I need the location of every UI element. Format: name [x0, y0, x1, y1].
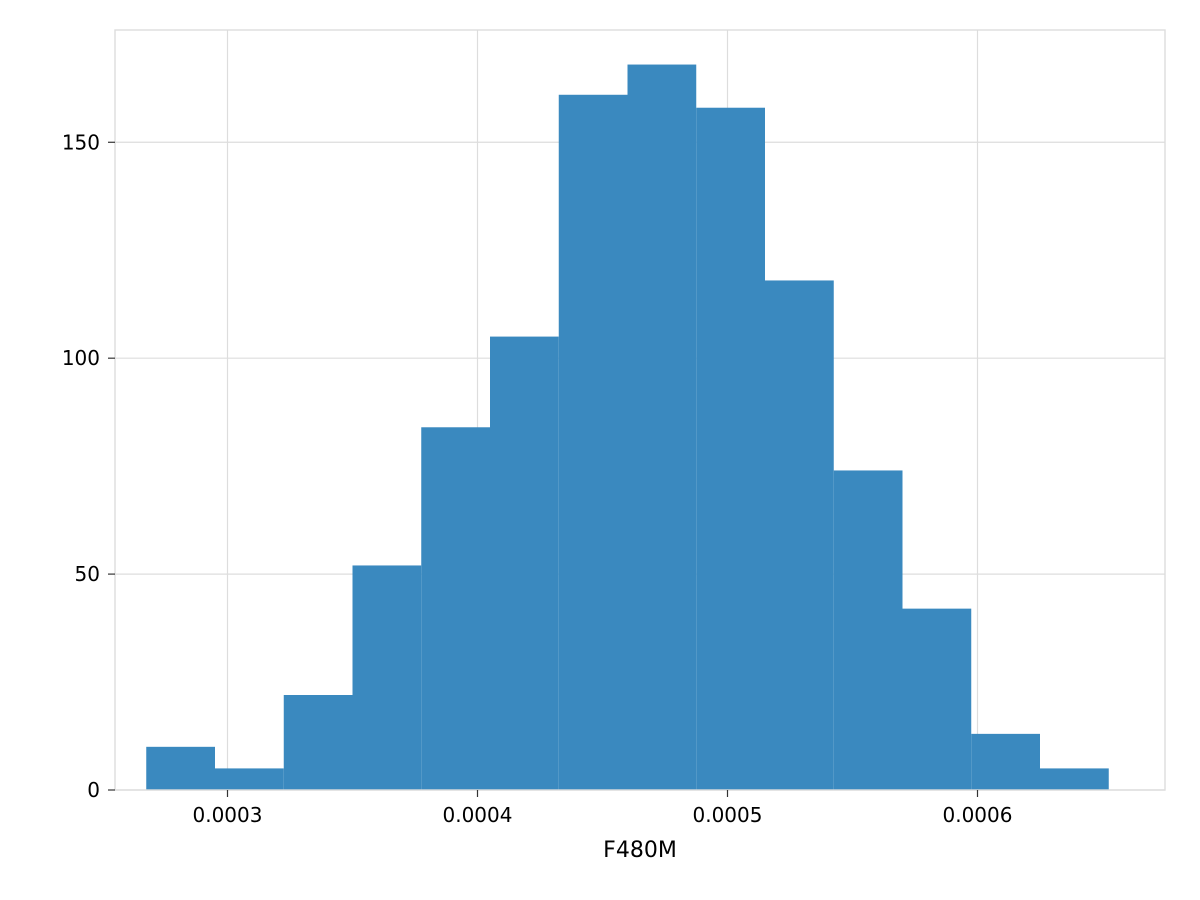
histogram-bar: [146, 747, 215, 790]
x-tick-label: 0.0004: [443, 803, 513, 827]
histogram-bar: [696, 108, 765, 790]
x-tick-label: 0.0006: [943, 803, 1013, 827]
histogram-bar: [903, 609, 972, 790]
x-tick-label: 0.0005: [693, 803, 763, 827]
histogram-bar: [559, 95, 628, 790]
histogram-bar: [490, 337, 559, 790]
y-tick-label: 100: [62, 346, 100, 370]
histogram-bar: [971, 734, 1040, 790]
histogram-bar: [353, 565, 422, 790]
histogram-bar: [834, 470, 903, 790]
histogram-bar: [1040, 768, 1109, 790]
histogram-bar: [765, 280, 834, 790]
y-tick-label: 150: [62, 130, 100, 154]
y-tick-label: 0: [87, 778, 100, 802]
histogram-bar: [215, 768, 284, 790]
x-axis-label: F480M: [603, 838, 677, 863]
histogram-bar: [421, 427, 490, 790]
histogram-bar: [628, 65, 697, 790]
y-tick-label: 50: [75, 562, 100, 586]
histogram-chart: 0.0003 0.0004 0.0005 0.0006 0 50 100 150 F480M: [0, 0, 1200, 900]
chart-svg: 0.0003 0.0004 0.0005 0.0006 0 50 100 150 F480M: [0, 0, 1200, 900]
x-tick-label: 0.0003: [193, 803, 263, 827]
histogram-bar: [284, 695, 353, 790]
